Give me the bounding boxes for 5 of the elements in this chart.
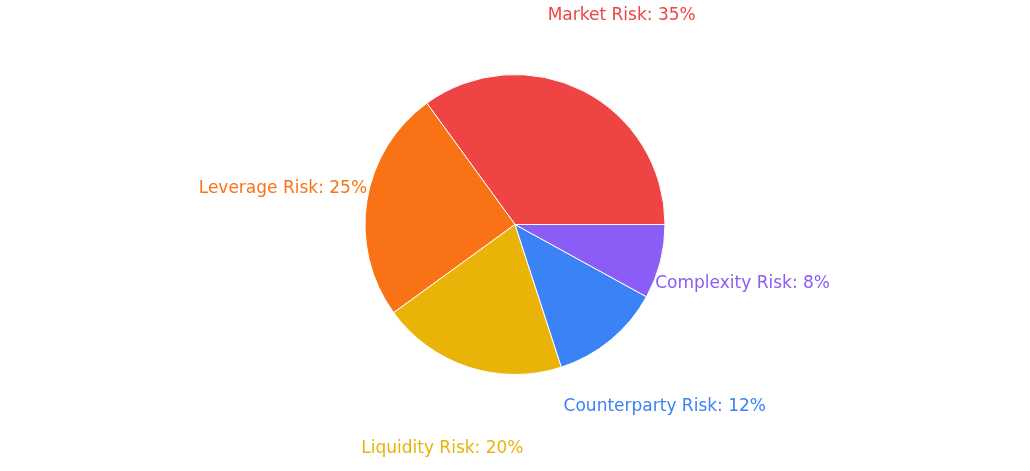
slice-label: Market Risk: 35% [547, 4, 696, 25]
slice-label: Liquidity Risk: 20% [361, 437, 524, 457]
slice-label: Counterparty Risk: 12% [563, 394, 767, 415]
slice-label: Leverage Risk: 25% [198, 176, 368, 197]
slice-label: Complexity Risk: 8% [655, 271, 830, 292]
